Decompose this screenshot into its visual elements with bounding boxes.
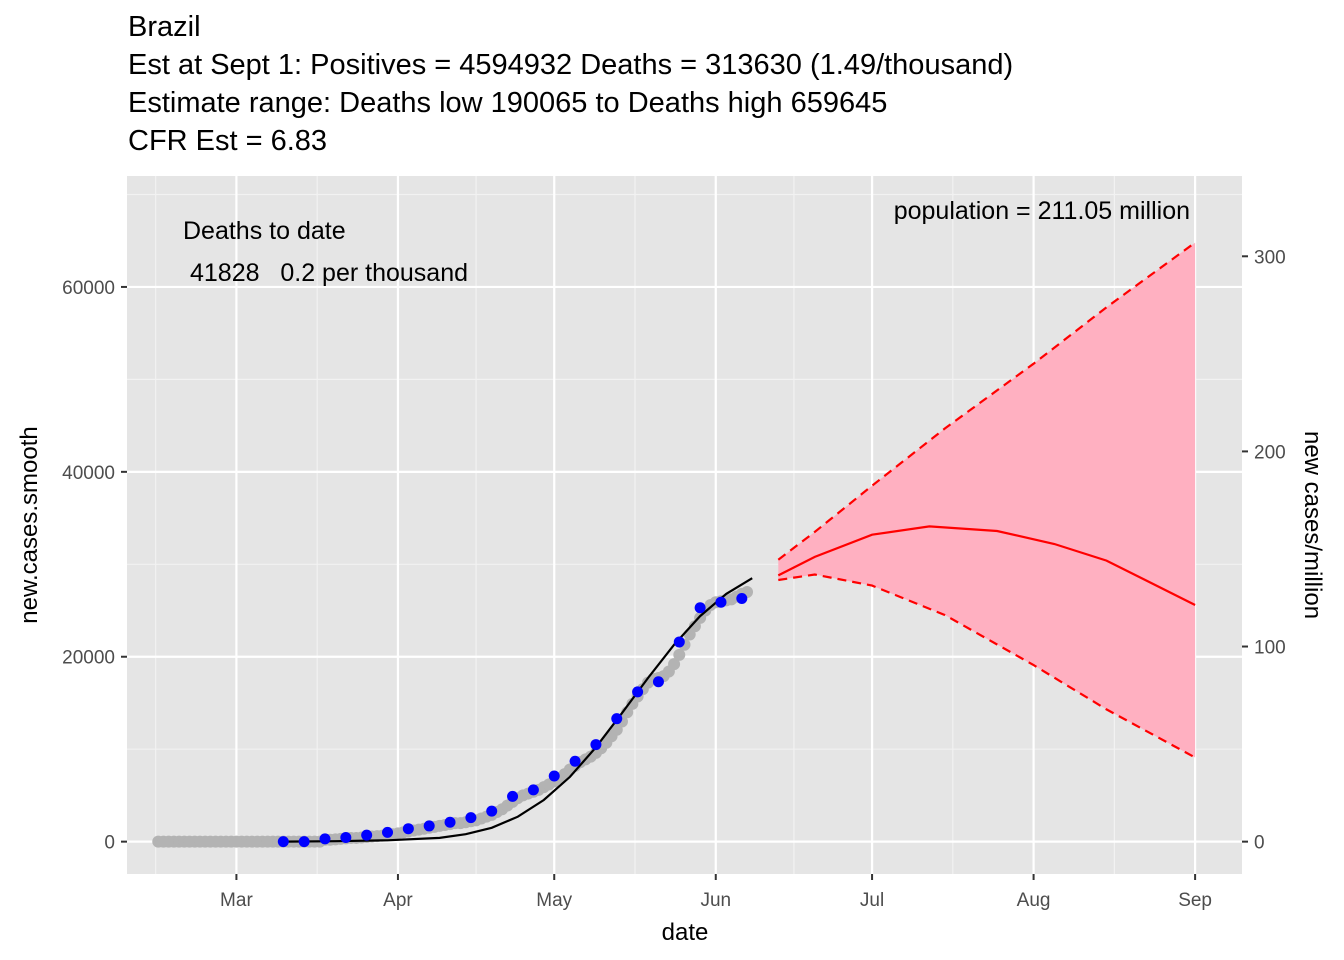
sampled-point (382, 826, 394, 838)
sampled-point (361, 829, 373, 841)
forecast-line (777, 525, 1196, 606)
x-tick-label: Jul (860, 890, 884, 911)
sampled-point (590, 739, 602, 751)
forecast-bound-line (778, 573, 1196, 759)
y2-tick-label: 0 (1254, 833, 1265, 854)
x-tick-label: Aug (1017, 890, 1051, 911)
sampled-point (673, 636, 685, 648)
sampled-point (611, 713, 623, 725)
sampled-point (402, 823, 414, 835)
x-axis-title: date (662, 919, 709, 946)
sampled-point (527, 784, 539, 796)
observed-point (668, 658, 681, 671)
y2-tick-label: 200 (1254, 442, 1286, 463)
y2-tick-label: 300 (1254, 247, 1286, 268)
chart-subtitle-2: Estimate range: Deaths low 190065 to Dea… (128, 87, 888, 119)
observed-point (673, 648, 686, 661)
sampled-point (340, 831, 352, 843)
sampled-point (569, 755, 581, 767)
fitted-curve (283, 577, 753, 843)
chart-subtitle-1: Est at Sept 1: Positives = 4594932 Death… (128, 49, 1014, 81)
sampled-point (423, 820, 435, 832)
forecast-band (778, 242, 1196, 758)
y-tick-label: 60000 (62, 278, 115, 299)
sampled-point (319, 833, 331, 845)
sampled-point (298, 836, 310, 848)
sampled-point (277, 836, 289, 848)
title-block: Brazil Est at Sept 1: Positives = 459493… (128, 8, 1013, 160)
sampled-point (715, 596, 727, 608)
x-tick-label: Jun (700, 890, 731, 911)
x-tick-label: Mar (220, 890, 253, 911)
sampled-point (444, 816, 456, 828)
chart-title: Brazil (128, 11, 201, 43)
forecast-bound-line (777, 241, 1196, 561)
sampled-point (694, 602, 706, 614)
axes-layer: Mar Apr May Jun Jul Aug Sep 0 20000 40000 60000 0 10… (62, 247, 1286, 911)
sampled-point (548, 770, 560, 782)
sampled-point (465, 812, 477, 824)
x-tick-label: May (536, 890, 572, 911)
y2-axis-title: new cases/million (1299, 431, 1326, 619)
chart-subtitle-3: CFR Est = 6.83 (128, 125, 328, 157)
sampled-point (486, 805, 498, 817)
sampled-point (632, 686, 644, 698)
sampled-point (736, 592, 748, 604)
sampled-point (507, 790, 519, 802)
sampled-point (652, 676, 664, 688)
annotation-deaths-header: Deaths to date (183, 217, 346, 245)
x-tick-label: Apr (383, 890, 413, 911)
y-tick-label: 40000 (62, 463, 115, 484)
annotation-population: population = 211.05 million (894, 197, 1190, 225)
y-tick-label: 20000 (62, 648, 115, 669)
y2-tick-label: 100 (1254, 638, 1286, 659)
y-axis-title: new.cases.smooth (16, 426, 43, 623)
series-layer (152, 241, 1196, 848)
y-tick-label: 0 (104, 833, 115, 854)
annotation-deaths-value: 41828 0.2 per thousand (190, 259, 468, 287)
x-tick-label: Sep (1178, 890, 1212, 911)
